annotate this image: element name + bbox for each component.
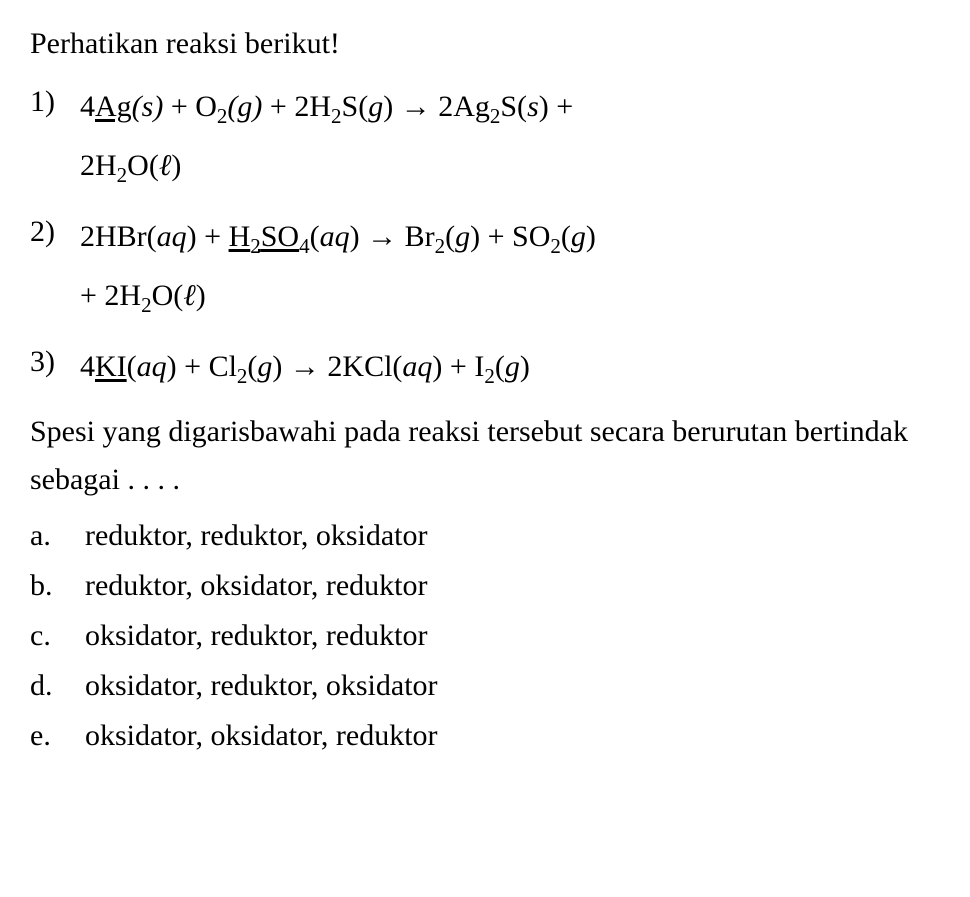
option-e-letter: e. bbox=[30, 712, 85, 760]
r1-t5: S(s) + bbox=[500, 90, 573, 123]
option-b-text: reduktor, oksidator, reduktor bbox=[85, 562, 940, 610]
r2-u2: SO bbox=[261, 220, 299, 253]
r3-arrow: → bbox=[290, 350, 320, 383]
r2-t1: 2HBr(aq) + bbox=[80, 220, 229, 253]
option-b[interactable]: b. reduktor, oksidator, reduktor bbox=[30, 562, 940, 610]
reaction-2: 2) 2HBr(aq) + H2SO4(aq) → Br2(g) + SO2(g… bbox=[30, 208, 940, 326]
reaction-1: 1) 4Ag(s) + O2(g) + 2H2S(g) → 2Ag2S(s) +… bbox=[30, 78, 940, 196]
option-a-text: reduktor, reduktor, oksidator bbox=[85, 512, 940, 560]
reaction-1-content: 4Ag(s) + O2(g) + 2H2S(g) → 2Ag2S(s) + 2H… bbox=[80, 78, 940, 196]
option-b-letter: b. bbox=[30, 562, 85, 610]
reaction-3: 3) 4KI(aq) + Cl2(g) → 2KCl(aq) + I2(g) bbox=[30, 338, 940, 397]
reaction-3-number: 3) bbox=[30, 338, 80, 386]
r2-underlined-species: H2SO4 bbox=[229, 220, 310, 253]
r3-state1: (aq) + Cl bbox=[127, 350, 237, 383]
r2-t3: (g) + SO bbox=[445, 220, 550, 253]
r3-underlined-species: KI bbox=[95, 350, 127, 383]
r1-sub3: 2 bbox=[490, 104, 501, 128]
reaction-2-content: 2HBr(aq) + H2SO4(aq) → Br2(g) + SO2(g) +… bbox=[80, 208, 940, 326]
option-d[interactable]: d. oksidator, reduktor, oksidator bbox=[30, 662, 940, 710]
option-c-text: oksidator, reduktor, reduktor bbox=[85, 612, 940, 660]
r1-state2: (g) bbox=[227, 90, 262, 123]
reaction-1-number: 1) bbox=[30, 78, 80, 126]
answer-options: a. reduktor, reduktor, oksidator b. redu… bbox=[30, 512, 940, 760]
r1-sub1: 2 bbox=[217, 104, 228, 128]
r2-usub2: 4 bbox=[299, 234, 310, 258]
r2-l2-sub1: 2 bbox=[141, 293, 152, 317]
r2-l2-t3: ) bbox=[196, 279, 206, 312]
r2-arrow: → bbox=[367, 220, 397, 253]
r1-l2-t1: 2H bbox=[80, 149, 117, 182]
r3-coef: 4 bbox=[80, 350, 95, 383]
r2-l2-t1: + 2H bbox=[80, 279, 141, 312]
r2-usub1: 2 bbox=[250, 234, 261, 258]
r2-l2-t2: O( bbox=[152, 279, 184, 312]
r1-l2-ell: ℓ bbox=[159, 149, 172, 182]
r3-sub1: 2 bbox=[237, 364, 248, 388]
r1-coef: 4 bbox=[80, 90, 95, 123]
question-prompt: Spesi yang digarisbawahi pada reaksi ter… bbox=[30, 408, 940, 504]
reaction-3-content: 4KI(aq) + Cl2(g) → 2KCl(aq) + I2(g) bbox=[80, 338, 940, 397]
reaction-2-number: 2) bbox=[30, 208, 80, 256]
r2-sub1: 2 bbox=[435, 234, 446, 258]
r1-t1: + O bbox=[163, 90, 217, 123]
option-e[interactable]: e. oksidator, oksidator, reduktor bbox=[30, 712, 940, 760]
option-c-letter: c. bbox=[30, 612, 85, 660]
r1-underlined-species: Ag bbox=[95, 90, 132, 123]
r2-sub2: 2 bbox=[550, 234, 561, 258]
r2-state-u: (aq) bbox=[310, 220, 368, 253]
option-e-text: oksidator, oksidator, reduktor bbox=[85, 712, 940, 760]
r1-t2: + 2H bbox=[262, 90, 331, 123]
r3-t4: (g) bbox=[495, 350, 530, 383]
r2-l2-ell: ℓ bbox=[183, 279, 196, 312]
option-d-text: oksidator, reduktor, oksidator bbox=[85, 662, 940, 710]
r1-state1: (s) bbox=[132, 90, 164, 123]
r1-l2-t3: ) bbox=[171, 149, 181, 182]
option-a-letter: a. bbox=[30, 512, 85, 560]
r3-t3: 2KCl(aq) + I bbox=[320, 350, 484, 383]
r2-u1: H bbox=[229, 220, 251, 253]
r2-t2: Br bbox=[397, 220, 435, 253]
prompt-text: Spesi yang digarisbawahi pada reaksi ter… bbox=[30, 415, 908, 496]
option-c[interactable]: c. oksidator, reduktor, reduktor bbox=[30, 612, 940, 660]
r2-t4: (g) bbox=[561, 220, 596, 253]
question-header: Perhatikan reaksi berikut! bbox=[30, 20, 940, 68]
r3-t2: (g) bbox=[247, 350, 290, 383]
option-d-letter: d. bbox=[30, 662, 85, 710]
r1-sub2: 2 bbox=[331, 104, 342, 128]
r1-arrow: → bbox=[401, 90, 431, 123]
header-text: Perhatikan reaksi berikut! bbox=[30, 27, 340, 60]
r3-sub2: 2 bbox=[484, 364, 495, 388]
r1-l2-sub1: 2 bbox=[117, 163, 128, 187]
r1-t4: 2Ag bbox=[431, 90, 490, 123]
r1-l2-t2: O( bbox=[127, 149, 159, 182]
r1-t3: S(g) bbox=[342, 90, 401, 123]
option-a[interactable]: a. reduktor, reduktor, oksidator bbox=[30, 512, 940, 560]
